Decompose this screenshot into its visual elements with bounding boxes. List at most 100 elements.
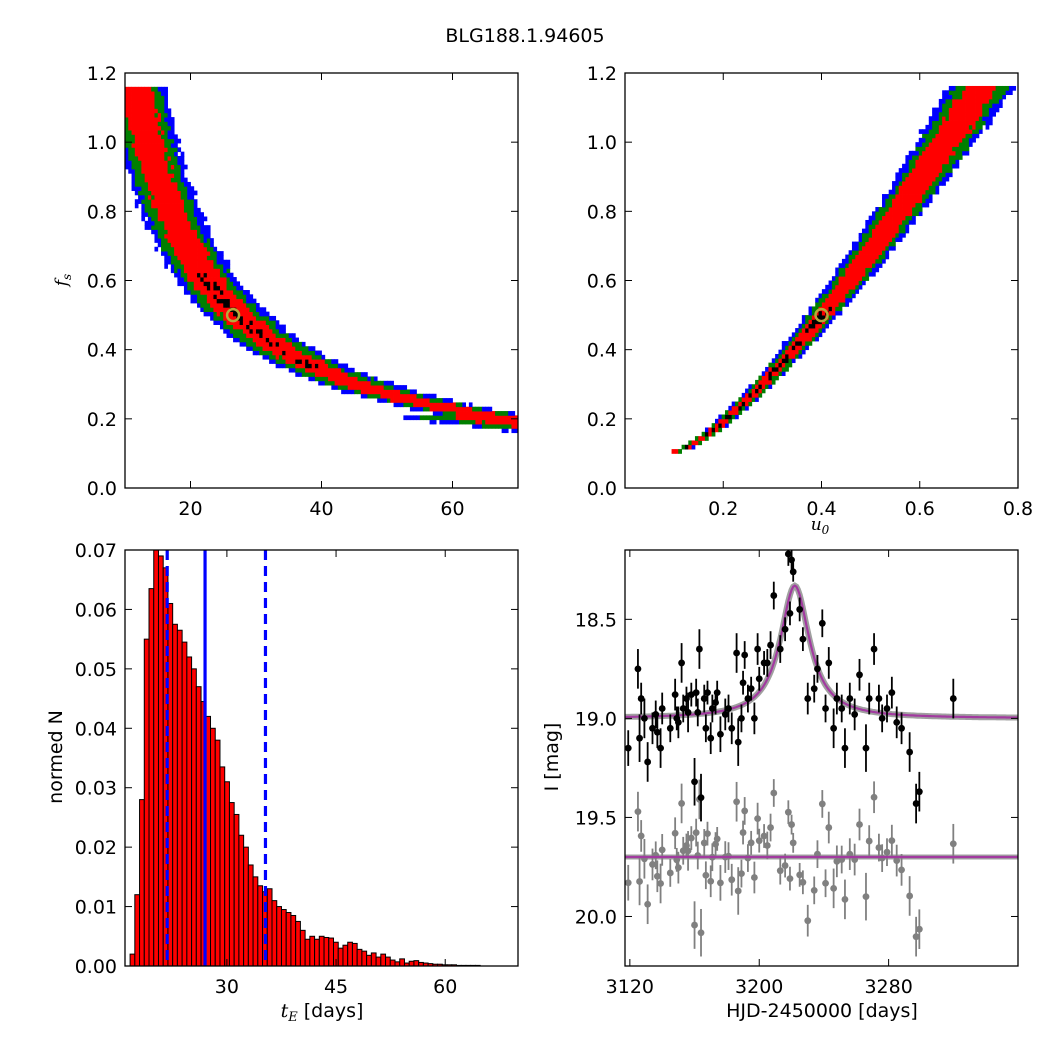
p2-cell-blue <box>885 254 890 260</box>
histogram-bar <box>366 954 372 966</box>
p1-cell-blue <box>236 281 241 287</box>
histogram-bar <box>280 909 287 966</box>
p1-cell-green <box>416 393 421 399</box>
p1-cell-green <box>246 341 250 347</box>
p2-cell-red <box>952 103 956 108</box>
p1-cell-red <box>328 367 332 373</box>
p2-cell-green <box>721 414 726 420</box>
p1-cell-green <box>269 320 273 325</box>
p2-cell-red <box>888 219 893 225</box>
p1-cell-red <box>164 203 168 209</box>
p2-cell-green <box>932 185 936 191</box>
histogram-bar <box>271 900 278 966</box>
p1-cell-red <box>161 143 165 148</box>
p1-cell-red <box>187 259 191 265</box>
p1-cell-green <box>305 372 309 377</box>
p2-cell-red <box>885 211 890 217</box>
p1-cell-red <box>134 147 139 153</box>
p1-cell-red <box>141 168 146 174</box>
p1-cell-red <box>147 134 152 140</box>
p1-cell-red <box>157 212 162 217</box>
p2-cell-green <box>928 137 933 143</box>
p2-cell-green <box>755 379 759 385</box>
p2-cell-green <box>778 353 783 359</box>
p2-cell-red <box>902 194 906 199</box>
p2-cell-red <box>972 124 976 130</box>
p1-cell-red <box>508 419 512 425</box>
p1-cell-red <box>242 311 247 317</box>
p1-cell-red <box>167 203 172 209</box>
p2-cell-red <box>835 289 839 294</box>
p2-cell-red <box>975 103 980 108</box>
p1-cell-green <box>141 173 146 179</box>
p3-ytick-label: 0.04 <box>75 718 117 740</box>
data-point <box>912 800 920 807</box>
p2-cell-green <box>895 189 900 195</box>
p2-cell-red <box>905 194 910 199</box>
p1-cell-red <box>197 277 201 282</box>
p1-cell-blue <box>252 298 257 304</box>
p2-cell-green <box>962 137 966 143</box>
p1-cell-green <box>295 367 299 373</box>
p2-cell-blue <box>998 98 1003 104</box>
p1-cell-red <box>161 190 165 196</box>
p1-cell-blue <box>442 398 447 403</box>
p2-cell-green <box>818 302 823 307</box>
p2-cell-green <box>775 375 779 381</box>
p2-cell-red <box>805 336 809 342</box>
p1-cell-red <box>134 95 139 101</box>
p2-cell-green <box>912 163 916 169</box>
p1-cell-blue <box>164 86 168 92</box>
p1-cell-red <box>233 315 237 321</box>
p1-ytick-label: 1.0 <box>87 132 117 154</box>
p2-cell-black <box>805 328 809 333</box>
p2-cell-red <box>908 176 913 182</box>
p1-cell-red <box>200 272 204 278</box>
p1-cell-red <box>364 385 368 390</box>
p1-ytick-label: 0.2 <box>87 409 117 431</box>
p2-cell-blue <box>704 427 709 433</box>
p2-cell-green <box>885 202 890 208</box>
p1-cell-green <box>161 112 165 118</box>
p2-cell-green <box>758 375 763 381</box>
data-point <box>856 671 863 679</box>
p1-cell-red <box>151 108 155 114</box>
p1-cell-red <box>262 333 267 338</box>
p2-cell-green <box>815 332 819 338</box>
p2-cell-green <box>771 362 776 368</box>
p2-cell-green <box>912 155 916 160</box>
p2-cell-red <box>825 302 829 307</box>
p2-cell-blue <box>691 444 696 450</box>
p1-cell-blue <box>154 229 159 235</box>
p1-cell-green <box>200 302 204 308</box>
p1-cell-red <box>213 277 218 282</box>
p2-cell-green <box>835 280 839 286</box>
p2-cell-red <box>868 254 873 260</box>
p1-cell-blue <box>134 190 139 196</box>
p2-frame <box>624 72 1019 489</box>
p2-cell-blue <box>831 315 836 320</box>
p1-cell-blue <box>413 415 417 421</box>
p2-cell-red <box>902 185 906 191</box>
p1-cell-red <box>147 112 152 118</box>
p1-cell-red <box>170 203 175 209</box>
p2-cell-red <box>868 263 873 268</box>
residual-point <box>700 839 708 847</box>
p1-cell-green <box>161 134 165 140</box>
p1-cell-green <box>269 354 273 360</box>
p1-cell-green <box>151 194 155 200</box>
p1-cell-red <box>324 363 329 369</box>
p1-cell-red <box>406 398 411 403</box>
p2-cell-red <box>988 85 993 91</box>
p2-cell-black <box>728 414 733 420</box>
histogram-bar <box>238 834 245 966</box>
p1-cell-red <box>128 121 132 127</box>
p1-cell-green <box>134 168 139 174</box>
p2-cell-green <box>888 202 893 208</box>
p2-cell-red <box>805 323 809 329</box>
p1-cell-green <box>190 216 195 222</box>
p2-cell-red <box>945 129 950 134</box>
p1-cell-black <box>305 359 309 364</box>
p1-cell-red <box>147 194 152 200</box>
p2-cell-red <box>882 245 886 251</box>
